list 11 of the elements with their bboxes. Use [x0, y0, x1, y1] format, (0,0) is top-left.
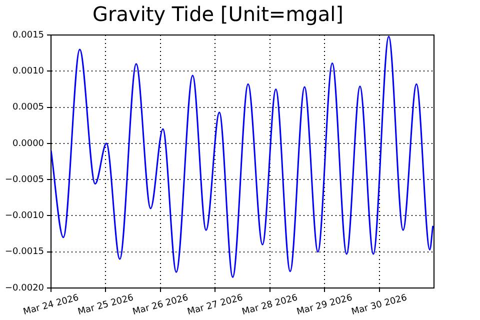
y-tick-label: −0.0015: [4, 247, 44, 258]
x-tick-label: Mar 30 2026: [350, 293, 408, 318]
y-tick-label: −0.0020: [4, 283, 44, 294]
y-tick-label: 0.0000: [12, 138, 44, 149]
y-tick-label: 0.0005: [12, 102, 44, 113]
y-tick-label: 0.0015: [12, 30, 44, 40]
line-series: [51, 36, 434, 278]
y-tick-label: −0.0005: [4, 174, 44, 185]
chart-title: Gravity Tide [Unit=mgal]: [92, 2, 344, 26]
y-tick-label: 0.0010: [12, 66, 44, 76]
y-tick-label: −0.0010: [4, 211, 44, 222]
